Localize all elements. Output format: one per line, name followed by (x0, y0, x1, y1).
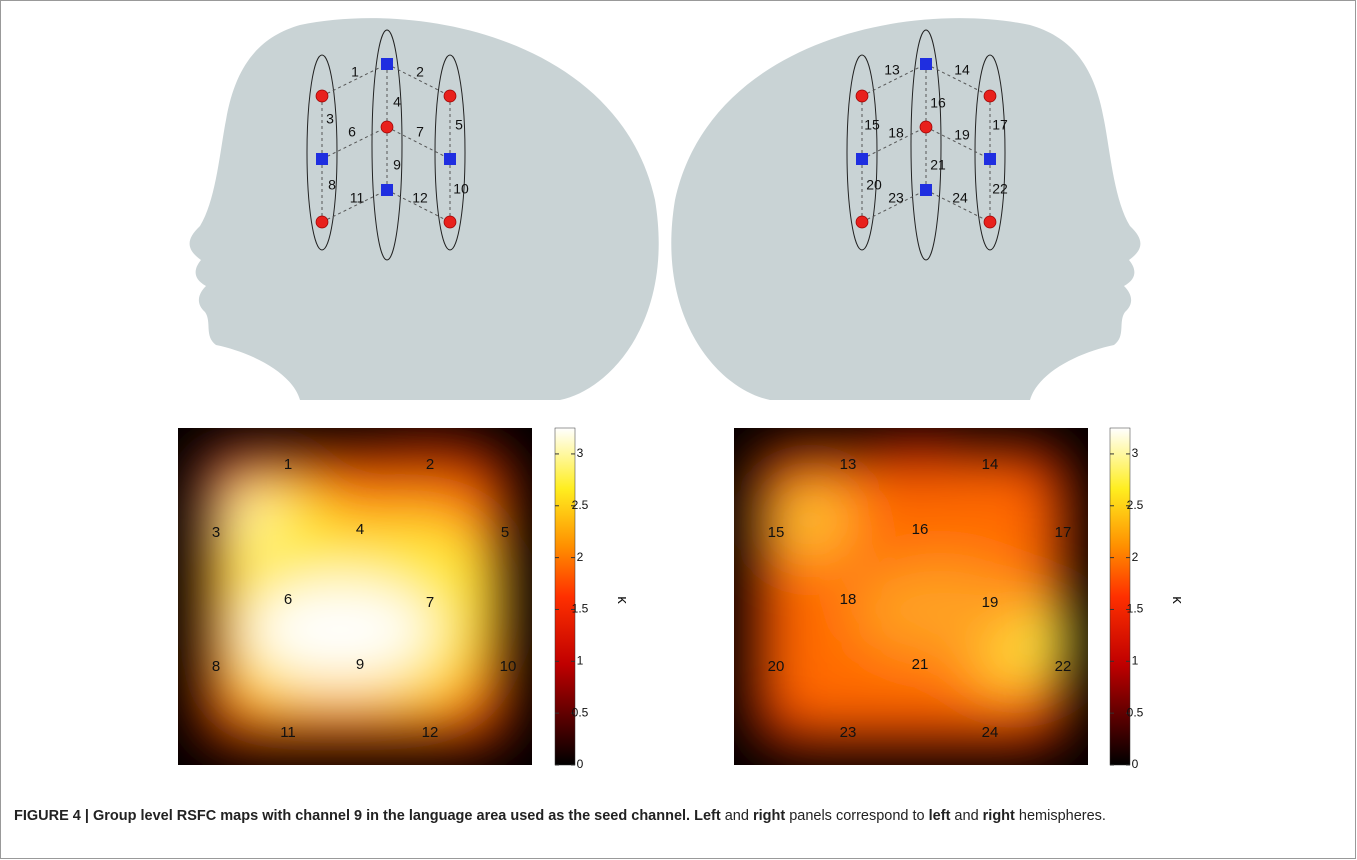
channel-label: 13 (840, 456, 857, 473)
channel-label: 20 (768, 658, 785, 675)
channel-label: 11 (350, 190, 365, 206)
channel-label: 24 (982, 724, 999, 741)
detector (984, 153, 996, 165)
page: 1234567891011121314151617181920212223241… (0, 0, 1357, 860)
emitter (984, 216, 996, 228)
channel-label: 24 (952, 190, 968, 206)
channel-label: 7 (426, 594, 434, 611)
detector (920, 184, 932, 196)
channel-label: 19 (954, 127, 970, 143)
caption-text: and (721, 808, 753, 824)
channel-label: 6 (348, 124, 356, 140)
colorbar-tick-label: 2 (577, 550, 584, 564)
caption-text: FIGURE 4 | Group level RSFC maps with ch… (14, 808, 694, 824)
channel-label: 4 (393, 94, 401, 110)
detector (381, 58, 393, 70)
channel-label: 14 (982, 456, 999, 473)
colorbar-tick-label: 1 (1132, 653, 1139, 667)
channel-label: 9 (356, 656, 364, 673)
channel-label: 1 (284, 456, 292, 473)
channel-label: 10 (500, 658, 517, 675)
emitter (444, 90, 456, 102)
channel-label: 13 (884, 62, 900, 78)
colorbar-tick-label: 0.5 (572, 705, 589, 719)
channel-label: 17 (992, 117, 1008, 133)
channel-label: 12 (412, 190, 428, 206)
channel-label: 12 (422, 724, 439, 741)
emitter (856, 216, 868, 228)
detector (316, 153, 328, 165)
channel-label: 22 (992, 181, 1008, 197)
heatmap (178, 428, 532, 765)
channel-label: 14 (954, 62, 970, 78)
channel-label: 23 (888, 190, 904, 206)
channel-label: 1 (351, 64, 359, 80)
detector (381, 184, 393, 196)
colorbar-tick-label: 3 (577, 446, 584, 460)
colorbar-label: κ (1169, 596, 1186, 604)
head-silhouette (190, 18, 659, 400)
channel-label: 16 (912, 521, 929, 538)
emitter (316, 90, 328, 102)
colorbar-label: κ (614, 596, 631, 604)
colorbar-tick-label: 1 (577, 653, 584, 667)
emitter (920, 121, 932, 133)
channel-label: 6 (284, 591, 292, 608)
colorbar-tick-label: 2 (1132, 550, 1139, 564)
colorbar-tick-label: 2.5 (572, 498, 589, 512)
channel-label: 10 (453, 181, 469, 197)
channel-label: 2 (426, 456, 434, 473)
emitter (444, 216, 456, 228)
channel-label: 3 (326, 111, 334, 127)
colorbar-tick-label: 1.5 (572, 602, 589, 616)
figure: 1234567891011121314151617181920212223241… (0, 0, 1357, 860)
channel-label: 21 (930, 157, 946, 173)
channel-label: 16 (930, 95, 946, 111)
caption-text: left (929, 808, 951, 824)
colorbar-tick-label: 2.5 (1127, 498, 1144, 512)
channel-label: 11 (280, 724, 296, 741)
caption-text: right (753, 808, 785, 824)
channel-label: 18 (888, 125, 904, 141)
channel-label: 22 (1055, 658, 1072, 675)
caption-text: and (950, 808, 982, 824)
emitter (316, 216, 328, 228)
colorbar-tick-label: 3 (1132, 446, 1139, 460)
channel-label: 5 (455, 117, 463, 133)
emitter (381, 121, 393, 133)
channel-label: 20 (866, 177, 882, 193)
head-silhouette (671, 18, 1140, 400)
caption-text: panels correspond to (785, 808, 928, 824)
colorbar-tick-label: 0 (577, 757, 584, 771)
caption-text: right (983, 808, 1015, 824)
channel-label: 21 (912, 656, 929, 673)
channel-label: 18 (840, 591, 857, 608)
detector (444, 153, 456, 165)
channel-label: 15 (864, 117, 880, 133)
emitter (984, 90, 996, 102)
channel-label: 19 (982, 594, 999, 611)
channel-label: 4 (356, 521, 364, 538)
detector (920, 58, 932, 70)
heatmap (734, 428, 1088, 765)
colorbar-tick-label: 0 (1132, 757, 1139, 771)
figure-caption: FIGURE 4 | Group level RSFC maps with ch… (14, 804, 1334, 828)
colorbar-tick-label: 0.5 (1127, 705, 1144, 719)
channel-label: 15 (768, 524, 785, 541)
channel-label: 23 (840, 724, 857, 741)
caption-text: hemispheres. (1015, 808, 1106, 824)
colorbar-tick-label: 1.5 (1127, 602, 1144, 616)
channel-label: 8 (212, 658, 220, 675)
channel-label: 9 (393, 157, 401, 173)
channel-label: 17 (1055, 524, 1072, 541)
detector (856, 153, 868, 165)
channel-label: 3 (212, 524, 220, 541)
caption-text: Left (694, 808, 721, 824)
channel-label: 7 (416, 124, 424, 140)
emitter (856, 90, 868, 102)
heads (190, 18, 1141, 400)
channel-label: 8 (328, 177, 336, 193)
channel-label: 2 (416, 64, 424, 80)
channel-label: 5 (501, 524, 509, 541)
